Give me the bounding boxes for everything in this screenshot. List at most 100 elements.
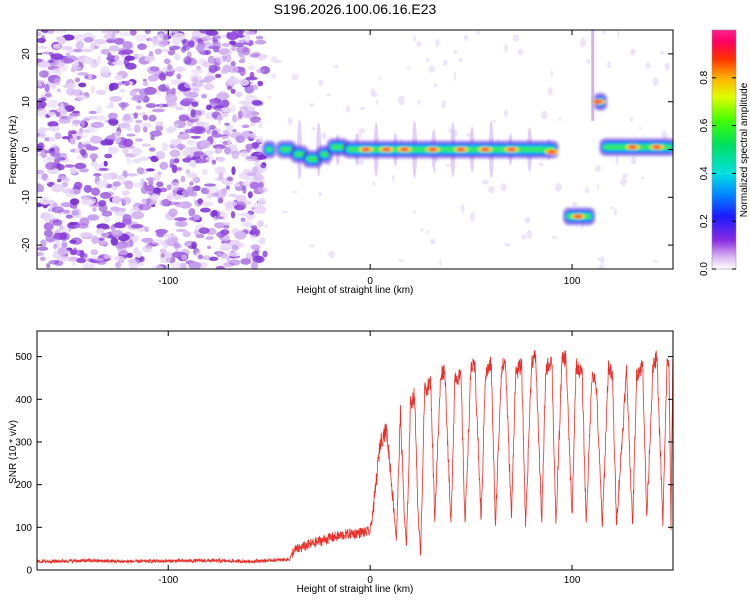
noise-speckle <box>96 89 106 96</box>
noise-speckle <box>117 250 129 255</box>
noise-speckle <box>161 142 169 152</box>
noise-speckle <box>90 59 99 68</box>
noise-speckle <box>180 175 186 183</box>
noise-speckle <box>251 99 263 105</box>
faint-speckle <box>397 259 405 262</box>
faint-speckle <box>441 99 446 109</box>
noise-speckle <box>171 251 185 259</box>
noise-speckle <box>231 244 239 251</box>
noise-speckle <box>38 101 47 108</box>
noise-speckle <box>38 127 52 131</box>
noise-speckle <box>235 135 245 144</box>
noise-speckle <box>221 99 230 108</box>
noise-speckle <box>240 150 249 158</box>
noise-speckle <box>169 149 181 158</box>
noise-speckle <box>60 202 73 208</box>
faint-speckle <box>439 260 442 268</box>
faint-speckle <box>549 87 553 96</box>
noise-speckle <box>83 184 93 193</box>
faint-speckle <box>661 130 668 140</box>
noise-speckle <box>101 232 110 237</box>
noise-speckle <box>183 56 192 65</box>
noise-speckle <box>246 172 257 177</box>
y-tick-label: -20 <box>21 237 32 252</box>
noise-speckle <box>89 153 99 160</box>
colorbar-tick-label: 0.2 <box>699 214 710 228</box>
colorbar-gradient <box>711 29 737 270</box>
noise-speckle <box>143 226 149 230</box>
noise-speckle <box>161 32 169 42</box>
noise-speckle <box>191 76 199 83</box>
faint-speckle <box>597 257 602 262</box>
noise-speckle <box>152 38 158 46</box>
noise-speckle <box>106 135 116 140</box>
noise-speckle <box>215 265 225 269</box>
noise-speckle <box>195 43 205 52</box>
noise-speckle <box>257 220 264 228</box>
signal-peak <box>506 147 516 152</box>
noise-speckle <box>170 261 182 269</box>
noise-speckle <box>215 55 227 64</box>
noise-speckle <box>123 241 133 248</box>
noise-speckle <box>256 68 265 74</box>
signal-segment <box>262 140 277 159</box>
noise-speckle <box>123 138 133 148</box>
faint-speckle <box>435 38 440 47</box>
faint-speckle <box>334 64 339 69</box>
noise-speckle <box>69 138 76 145</box>
noise-speckle <box>124 80 130 86</box>
noise-speckle <box>79 250 85 259</box>
noise-speckle <box>255 255 263 262</box>
noise-speckle <box>167 125 174 135</box>
noise-speckle <box>163 58 171 65</box>
noise-speckle <box>170 182 180 191</box>
noise-speckle <box>249 230 258 235</box>
noise-speckle <box>118 102 129 108</box>
noise-speckle <box>199 139 211 149</box>
noise-speckle <box>131 147 142 156</box>
faint-speckle <box>376 99 379 106</box>
faint-speckle <box>600 256 605 264</box>
noise-speckle <box>224 205 234 212</box>
noise-speckle <box>108 112 118 120</box>
noise-speckle <box>69 239 77 244</box>
noise-speckle <box>64 189 70 194</box>
noise-speckle <box>112 61 124 66</box>
noise-speckle <box>37 61 51 68</box>
faint-speckle <box>326 93 332 97</box>
noise-speckle <box>104 82 110 92</box>
noise-speckle <box>71 261 77 267</box>
noise-speckle <box>190 109 196 118</box>
noise-speckle <box>111 195 122 205</box>
noise-speckle <box>197 254 204 260</box>
noise-speckle <box>193 214 201 221</box>
faint-speckle <box>345 105 351 113</box>
colorbar-tick-label: 0.8 <box>699 70 710 84</box>
noise-speckle <box>44 84 50 93</box>
noise-speckle <box>61 181 69 188</box>
noise-speckle <box>96 260 107 265</box>
noise-speckle <box>245 214 256 219</box>
noise-speckle <box>114 55 120 62</box>
faint-speckle <box>659 50 666 55</box>
noise-speckle <box>122 146 129 155</box>
noise-speckle <box>174 106 184 111</box>
faint-speckle <box>555 183 562 192</box>
faint-speckle <box>503 109 508 118</box>
noise-speckle <box>99 192 112 199</box>
noise-speckle <box>188 207 196 217</box>
faint-speckle <box>412 210 417 214</box>
colorbar-ticks: 0.0 0.2 0.4 0.6 0.8 <box>699 70 736 276</box>
noise-speckle <box>137 43 147 50</box>
noise-speckle <box>83 36 94 43</box>
noise-speckle <box>215 147 223 154</box>
noise-speckle <box>150 193 159 202</box>
noise-speckle <box>73 214 83 219</box>
noise-speckle <box>48 260 60 265</box>
faint-speckle <box>613 208 617 216</box>
noise-speckle <box>172 30 178 34</box>
noise-speckle <box>262 250 268 258</box>
noise-speckle <box>193 151 200 157</box>
noise-speckle <box>165 93 178 103</box>
faint-speckle <box>359 106 366 111</box>
